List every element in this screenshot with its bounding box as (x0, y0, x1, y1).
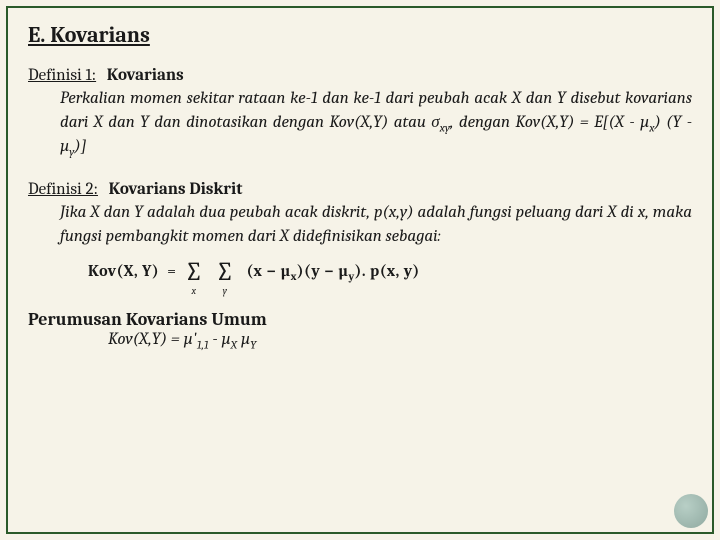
formula-term1: (x − µ (247, 262, 291, 280)
sum1-var: x (192, 285, 197, 297)
definition-2-term: Kovarians Diskrit (109, 180, 243, 199)
decorative-circle-icon (674, 494, 708, 528)
sum2-var: y (223, 285, 228, 297)
general-title: Perumusan Kovarians Umum (28, 309, 692, 330)
definition-2-body: Jika X dan Y adalah dua peubah acak disk… (60, 201, 692, 249)
formula-term2: )(y − µ (297, 262, 348, 280)
definition-1-body: Perkalian momen sekitar rataan ke-1 dan … (60, 87, 692, 158)
formula-lhs: Kov(X, Y) (88, 262, 159, 280)
definition-1: Definisi 1: Kovarians Perkalian momen se… (28, 66, 692, 158)
slide-frame: E. Kovarians Definisi 1: Kovarians Perka… (6, 6, 714, 534)
definition-1-term: Kovarians (107, 66, 184, 85)
formula-term3: ). p(x, y) (355, 262, 420, 280)
definition-1-label: Definisi 1: (28, 66, 96, 85)
sum-icon: ∑y (216, 257, 235, 287)
formula-kovarians-diskrit: Kov(X, Y) = ∑x ∑y (x − µx)(y − µy). p(x,… (88, 257, 692, 287)
section-title: E. Kovarians (28, 22, 692, 48)
sum-icon: ∑x (185, 257, 204, 287)
general-body: Kov(X,Y) = µ'1,1 - µX µY (108, 330, 692, 349)
definition-2: Definisi 2: Kovarians Diskrit Jika X dan… (28, 180, 692, 287)
definition-2-label: Definisi 2: (28, 180, 98, 199)
